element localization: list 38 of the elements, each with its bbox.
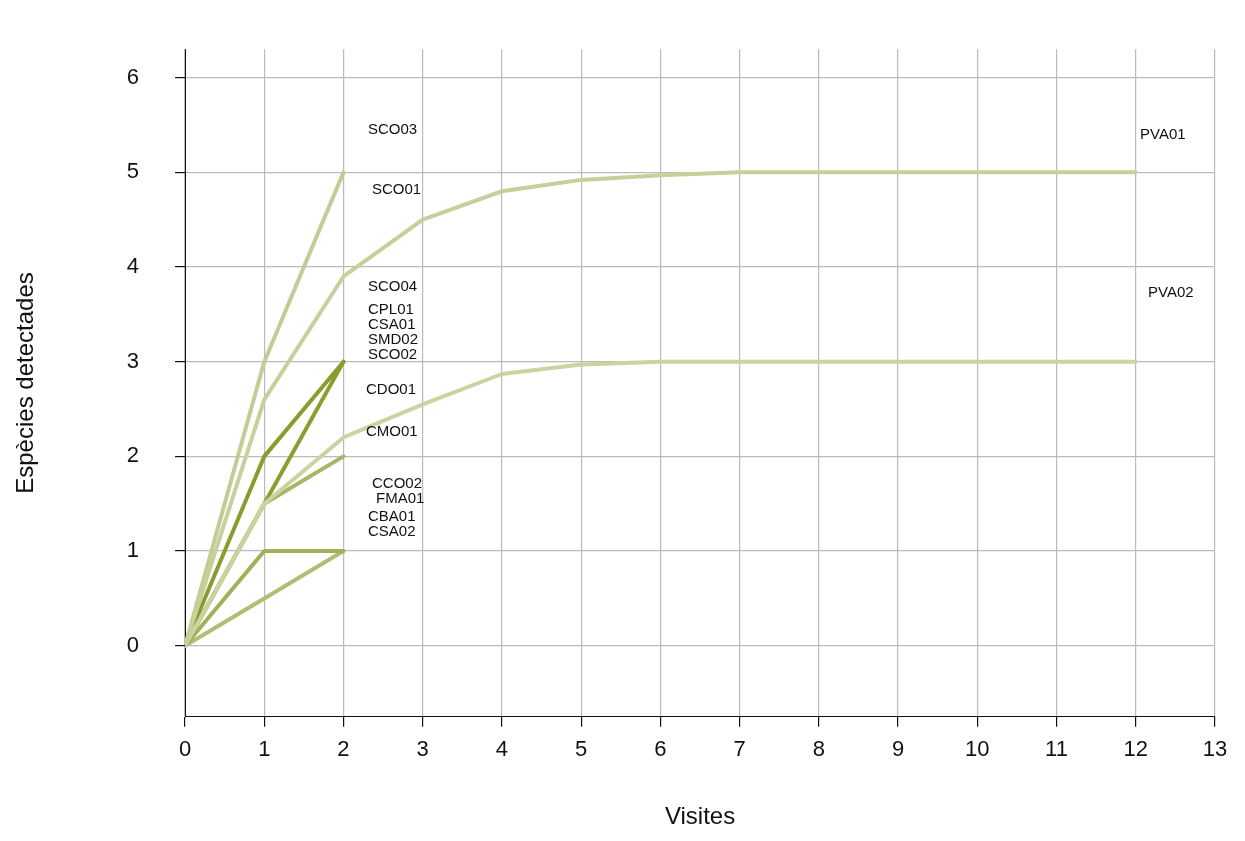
x-tick-label: 12 bbox=[1123, 736, 1149, 762]
annotation: SCO03 bbox=[368, 120, 418, 138]
annotation: CBA01 bbox=[368, 507, 416, 525]
annotation: CPL01 bbox=[368, 300, 414, 318]
x-tick-label: 7 bbox=[733, 736, 746, 762]
y-axis-title: Espècies detectades bbox=[11, 272, 39, 494]
x-tick-label: 13 bbox=[1202, 736, 1228, 762]
y-tick-label: 5 bbox=[126, 158, 140, 184]
y-tick-label: 0 bbox=[126, 631, 140, 657]
x-tick-label: 8 bbox=[812, 736, 825, 762]
x-tick-label: 6 bbox=[654, 736, 667, 762]
x-tick-label: 9 bbox=[891, 736, 905, 762]
x-tick-label: 11 bbox=[1045, 736, 1068, 762]
y-tick-label: 2 bbox=[126, 442, 140, 468]
y-tick-label: 3 bbox=[126, 347, 140, 373]
y-tick-label: 1 bbox=[126, 537, 140, 563]
annotation: SCO01 bbox=[372, 180, 422, 198]
x-tick-label: 1 bbox=[258, 736, 271, 762]
x-tick-label: 0 bbox=[178, 736, 192, 762]
x-tick-label: 10 bbox=[965, 736, 990, 762]
annotation: SCO04 bbox=[368, 277, 418, 295]
x-tick-label: 4 bbox=[495, 736, 509, 762]
annotation: PVA02 bbox=[1148, 283, 1194, 301]
annotation: CMO01 bbox=[366, 422, 418, 440]
y-tick-label: 6 bbox=[126, 63, 140, 89]
annotation: CSA01 bbox=[368, 315, 416, 333]
annotation: CSA02 bbox=[368, 522, 416, 540]
y-tick-label: 4 bbox=[126, 253, 140, 279]
annotation: SMD02 bbox=[368, 330, 419, 348]
annotation: FMA01 bbox=[376, 489, 425, 507]
x-tick-label: 5 bbox=[575, 736, 588, 762]
x-tick-label: 2 bbox=[337, 736, 350, 762]
annotation: CDO01 bbox=[366, 380, 417, 398]
annotation: SCO02 bbox=[368, 345, 418, 363]
annotation: CCO02 bbox=[372, 474, 423, 492]
x-tick-label: 3 bbox=[416, 736, 429, 762]
x-axis-title: Visites bbox=[664, 802, 736, 830]
annotation: PVA01 bbox=[1140, 125, 1186, 143]
